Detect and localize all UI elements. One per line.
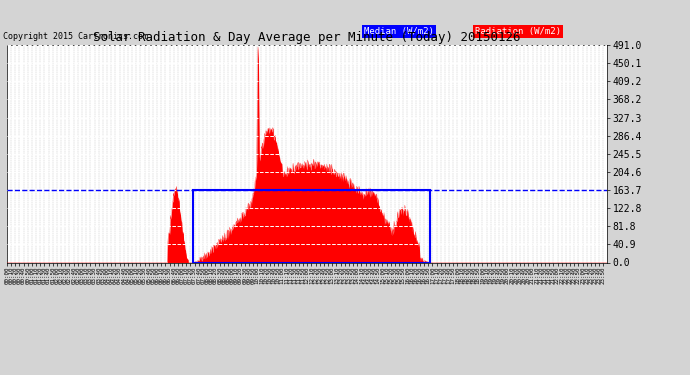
Text: Median (W/m2): Median (W/m2) <box>364 27 434 36</box>
Title: Solar Radiation & Day Average per Minute (Today) 20150126: Solar Radiation & Day Average per Minute… <box>93 31 521 44</box>
Text: Copyright 2015 Cartronics.com: Copyright 2015 Cartronics.com <box>3 32 148 41</box>
Text: Radiation (W/m2): Radiation (W/m2) <box>475 27 561 36</box>
Bar <box>193 190 431 262</box>
